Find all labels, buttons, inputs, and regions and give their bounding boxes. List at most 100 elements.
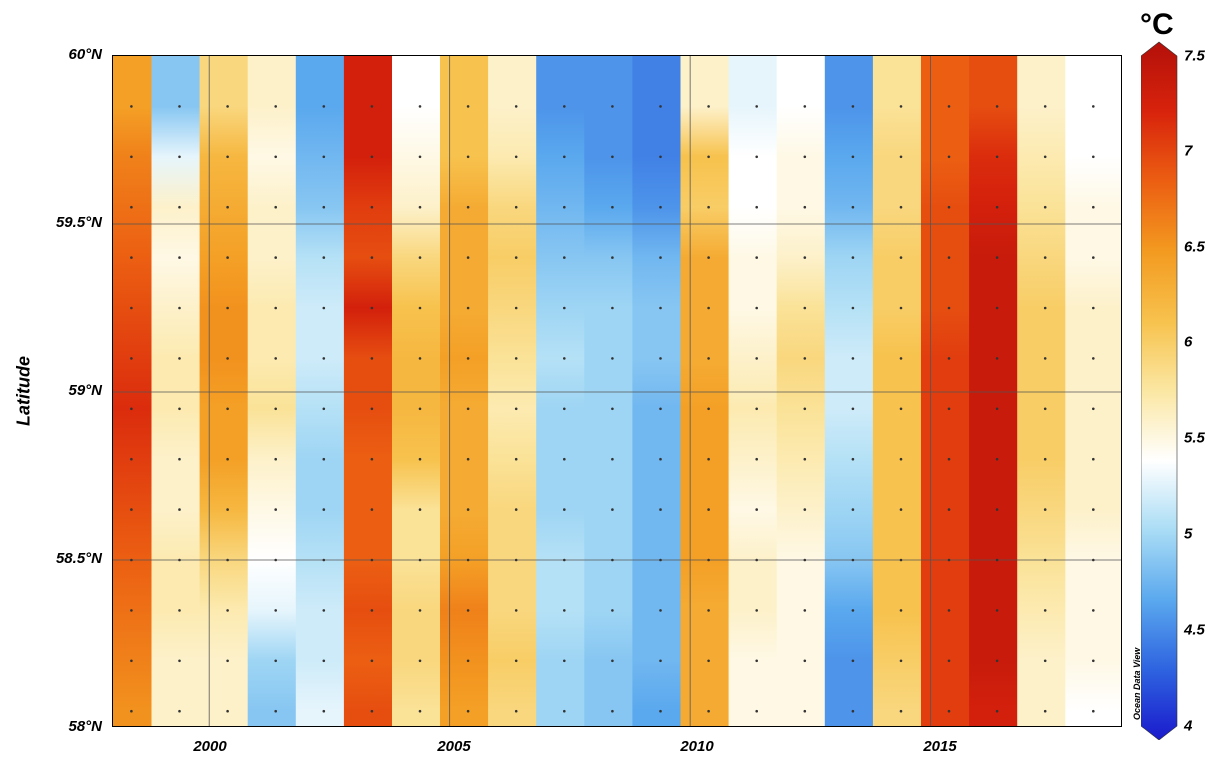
heatmap-column: [1065, 56, 1121, 726]
sample-point: [707, 558, 710, 562]
sample-point: [995, 105, 999, 108]
sample-point: [130, 205, 133, 209]
sample-point: [418, 558, 422, 562]
colorbar-gradient: [1141, 41, 1178, 740]
sample-point: [995, 508, 999, 511]
sample-point: [226, 558, 229, 562]
sample-point: [370, 457, 374, 461]
sample-point: [947, 609, 951, 612]
sample-point: [322, 407, 326, 411]
sample-point: [466, 205, 470, 209]
sample-point: [130, 105, 133, 108]
sample-point: [995, 457, 999, 461]
sample-point: [899, 205, 903, 209]
sample-point: [707, 508, 710, 511]
sample-point: [899, 306, 903, 310]
sample-point: [611, 205, 614, 209]
y-axis-title: Latitude: [13, 356, 34, 426]
sample-point: [611, 105, 614, 108]
sample-point: [370, 407, 374, 411]
sample-point: [563, 256, 566, 259]
sample-point: [995, 357, 999, 360]
sample-point: [659, 105, 662, 108]
sample-point: [178, 306, 181, 310]
sample-point: [1092, 306, 1095, 310]
sample-point: [851, 508, 855, 511]
colorbar-tick-label: 5: [1184, 525, 1193, 543]
sample-point: [611, 709, 614, 713]
sample-point: [803, 256, 807, 259]
heatmap-column: [728, 56, 778, 726]
sample-point: [418, 709, 422, 713]
heatmap-column: [680, 56, 730, 726]
sample-point: [563, 407, 566, 411]
sample-point: [514, 457, 518, 461]
sample-point: [755, 105, 758, 108]
sample-point: [947, 205, 951, 209]
sample-point: [466, 105, 470, 108]
sample-point: [130, 709, 133, 713]
plot-area: [112, 55, 1122, 727]
sample-point: [274, 709, 277, 713]
heatmap-column: [295, 56, 345, 726]
sample-point: [707, 105, 710, 108]
sample-point: [466, 306, 470, 310]
x-tick-label: 2010: [680, 738, 714, 755]
sample-point: [995, 256, 999, 259]
sample-point: [178, 407, 181, 411]
x-tick-label: 2015: [923, 738, 957, 755]
sample-point: [322, 306, 326, 310]
y-tick-label: 59°N: [68, 382, 102, 399]
sample-point: [851, 457, 855, 461]
sample-point: [418, 105, 422, 108]
sample-point: [899, 357, 903, 360]
sample-point: [370, 256, 374, 259]
heatmap-column: [247, 56, 297, 726]
sample-point: [563, 709, 566, 713]
sample-point: [178, 155, 181, 159]
sample-point: [563, 659, 566, 663]
sample-point: [514, 256, 518, 259]
sample-point: [370, 105, 374, 108]
sample-point: [947, 659, 951, 663]
sample-point: [659, 256, 662, 259]
sample-point: [226, 256, 229, 259]
sample-point: [130, 407, 133, 411]
sample-point: [851, 709, 855, 713]
sample-point: [755, 508, 758, 511]
sample-point: [226, 508, 229, 511]
sample-point: [803, 457, 807, 461]
sample-point: [226, 659, 229, 663]
sample-point: [755, 256, 758, 259]
sample-point: [803, 609, 807, 612]
sample-point: [1043, 256, 1047, 259]
sample-point: [995, 609, 999, 612]
sample-point: [659, 306, 662, 310]
sample-point: [466, 407, 470, 411]
sample-point: [899, 407, 903, 411]
heatmap-column: [921, 56, 970, 726]
sample-point: [418, 457, 422, 461]
sample-point: [1043, 508, 1047, 511]
sample-point: [611, 256, 614, 259]
sample-point: [1092, 457, 1095, 461]
sample-point: [1092, 558, 1095, 562]
sample-point: [707, 357, 710, 360]
sample-point: [370, 205, 374, 209]
sample-point: [466, 457, 470, 461]
sample-point: [563, 609, 566, 612]
sample-point: [803, 508, 807, 511]
sample-point: [370, 659, 374, 663]
sample-point: [563, 155, 566, 159]
sample-point: [370, 508, 374, 511]
heatmap-column: [440, 56, 489, 726]
sample-point: [1092, 155, 1095, 159]
sample-point: [707, 256, 710, 259]
sample-point: [1092, 508, 1095, 511]
sample-point: [514, 609, 518, 612]
sample-point: [178, 256, 181, 259]
sample-point: [274, 306, 277, 310]
sample-point: [899, 508, 903, 511]
sample-point: [178, 709, 181, 713]
sample-point: [226, 609, 229, 612]
